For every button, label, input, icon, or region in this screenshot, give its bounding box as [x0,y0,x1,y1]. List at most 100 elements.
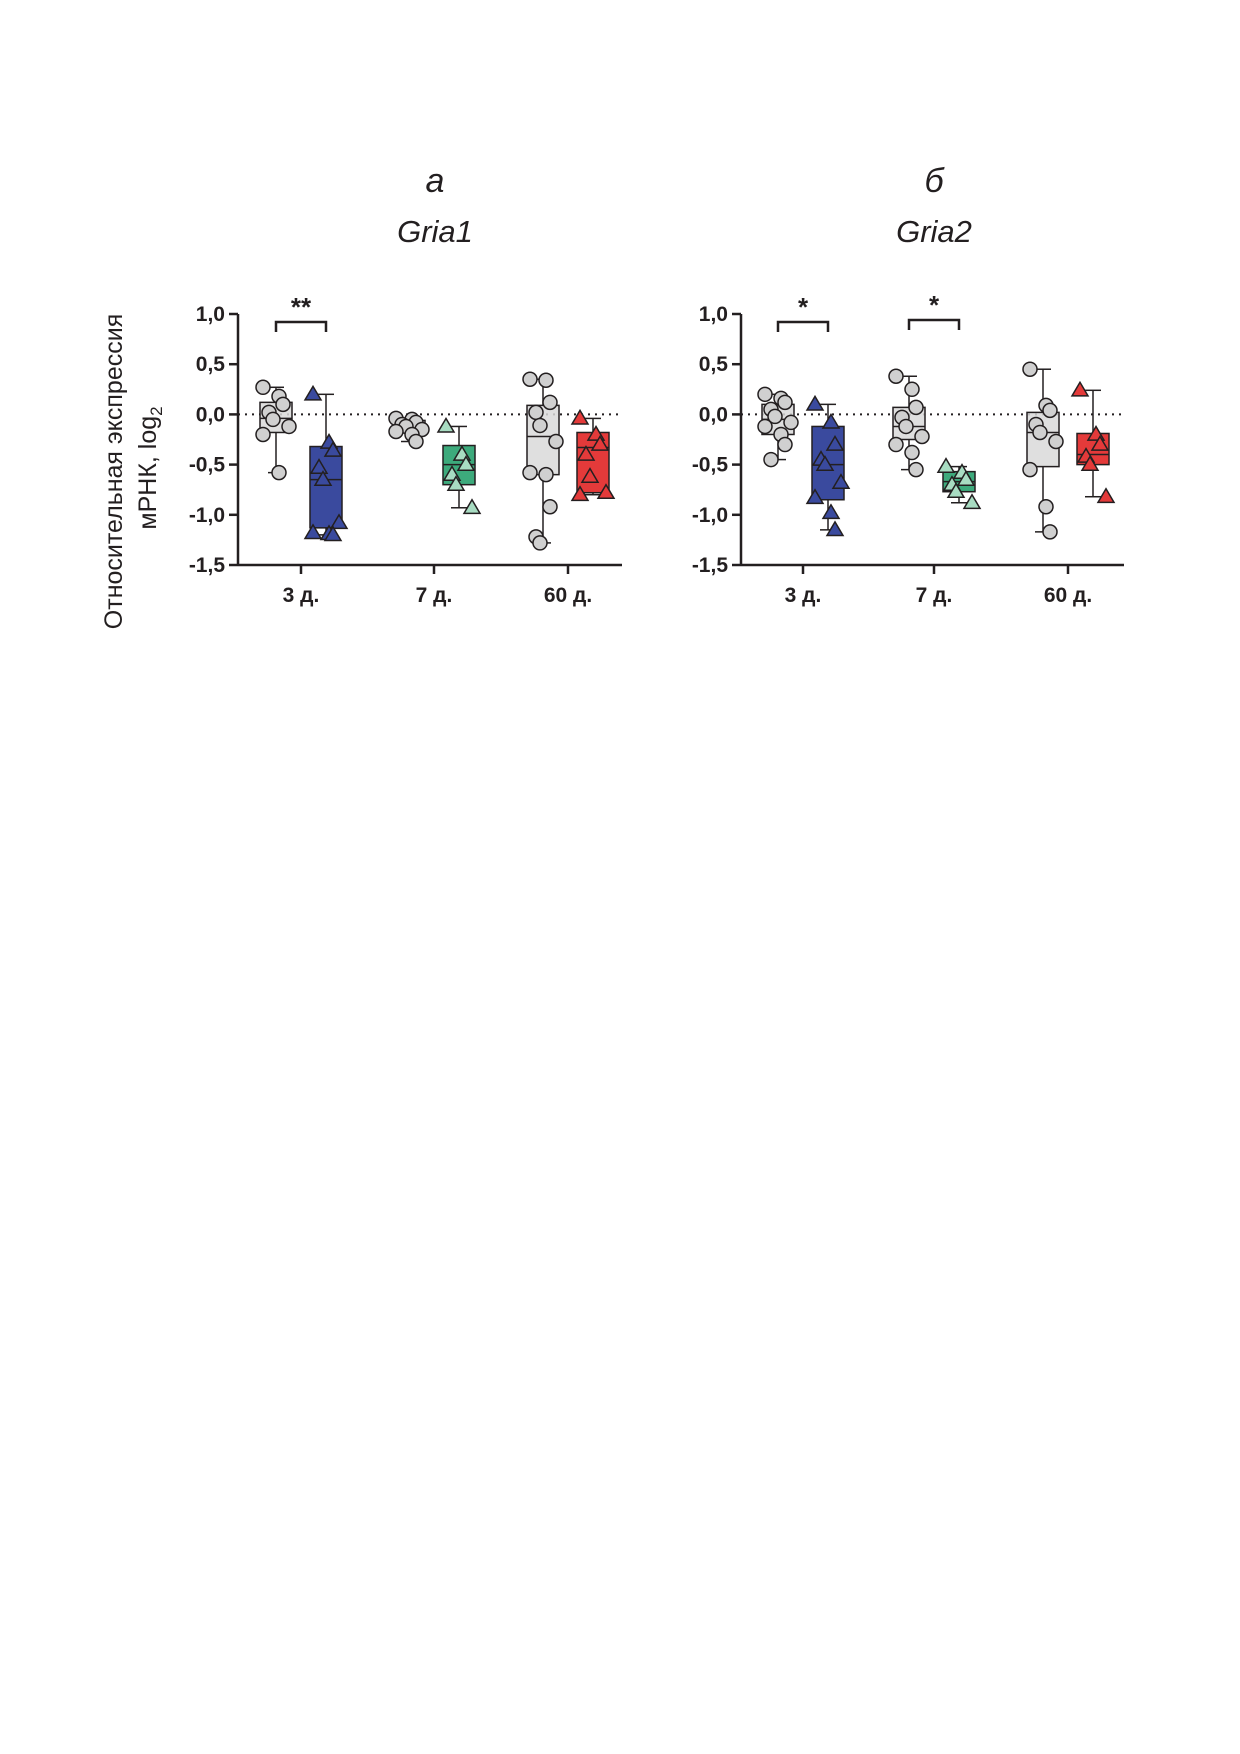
panel-gria2: б Gria2 1,0 0,5 0,0 -0,5 -1,0 -1,5 3 д. 7 д. 60 д.… [692,162,1124,607]
data-point [323,525,343,542]
x-tick-label: 7 д. [416,584,453,607]
data-point [303,523,323,540]
data-point [576,445,596,461]
data-point [908,461,924,478]
data-point [1042,402,1058,419]
x-tick-label: 7 д. [916,584,953,607]
significance-bracket: ** [274,292,328,333]
data-point [436,416,456,433]
data-point [767,408,783,425]
y-tick-label: -0,5 [692,454,729,477]
box-group-treated [805,394,851,537]
data-point [962,493,982,510]
chart-title: Gria1 [397,214,473,249]
data-point [596,483,616,500]
data-point [821,412,841,429]
data-point [805,488,825,505]
data-point [1080,455,1100,471]
y-tick-label: 0,5 [196,353,226,376]
y-tick-label: -0,5 [189,454,226,477]
significance-bracket: * [907,290,961,331]
y-tick-label: -1,0 [692,504,728,527]
data-point [1090,435,1110,451]
data-point [825,435,845,451]
y-axis-label-line2: мРНК, log [134,416,162,530]
x-tick-label: 60 д. [544,584,592,607]
data-point [936,457,956,473]
data-point [462,498,482,515]
x-tick-label: 60 д. [1044,584,1092,607]
data-point [532,417,548,434]
data-point [522,464,538,481]
data-point [1022,361,1038,377]
data-point [538,372,554,389]
data-point [275,396,291,413]
y-tick-label: -1,0 [189,504,225,527]
box [309,445,343,529]
data-point [815,455,835,471]
box-group-treated [1070,380,1116,504]
significance-label: * [929,290,940,320]
x-tick-label: 3 д. [283,584,320,607]
box-group-control [1022,361,1064,540]
box-group-control [388,410,430,450]
data-point [956,470,976,487]
data-point [757,418,773,435]
box-group-treated [303,384,349,542]
box-group-treated [436,416,482,515]
panel-gria1: а Gria1 1,0 0,5 0,0 -0,5 -1,0 -1,5 3 д. 7 д. 60 д.… [189,162,622,607]
y-axis-label-subscript: 2 [147,406,166,415]
data-point [323,441,343,457]
data-point [904,381,920,398]
data-point [1048,433,1064,450]
data-point [777,436,793,453]
data-point [908,399,924,416]
data-point [805,394,825,411]
x-tick-label: 3 д. [785,584,822,607]
y-tick-label: 0,5 [699,353,729,376]
data-point [408,433,424,450]
data-point [1070,380,1090,397]
data-point [542,394,558,411]
data-point [888,436,904,453]
bracket-line [907,318,961,331]
data-point [528,404,544,421]
data-point [1022,461,1038,478]
data-point [388,423,404,440]
data-point [570,408,590,425]
y-tick-label: 1,0 [699,303,728,326]
data-point [255,426,271,443]
box-group-control [757,386,799,468]
bracket-line [776,320,830,333]
data-point [783,414,799,431]
y-tick-label: 0,0 [699,403,728,426]
panel-letter: б [924,162,945,200]
data-point [281,418,297,435]
box-group-control [888,368,930,478]
significance-label: * [798,292,809,322]
y-axis-label-line1: Относительная экспрессия [100,314,128,629]
data-point [538,466,554,483]
box-group-control [255,379,297,481]
data-point [831,473,851,490]
data-point [456,455,476,471]
significance-bracket: * [776,292,830,333]
significance-label: ** [291,292,312,322]
box-group-treated [570,408,616,502]
data-point [329,513,349,530]
bracket-line [274,320,328,333]
data-point [271,464,287,481]
y-axis-label: Относительная экспрессия мРНК, log2 [100,307,166,629]
y-tick-label: 0,0 [196,403,225,426]
data-point [1038,499,1054,515]
data-point [548,433,564,450]
chart-title: Gria2 [896,214,972,249]
data-point [1042,524,1058,540]
data-point [303,384,323,401]
data-point [255,379,271,396]
y-tick-label: 1,0 [196,303,225,326]
panel-letter: а [426,162,445,200]
data-point [313,470,333,487]
data-point [821,503,841,520]
